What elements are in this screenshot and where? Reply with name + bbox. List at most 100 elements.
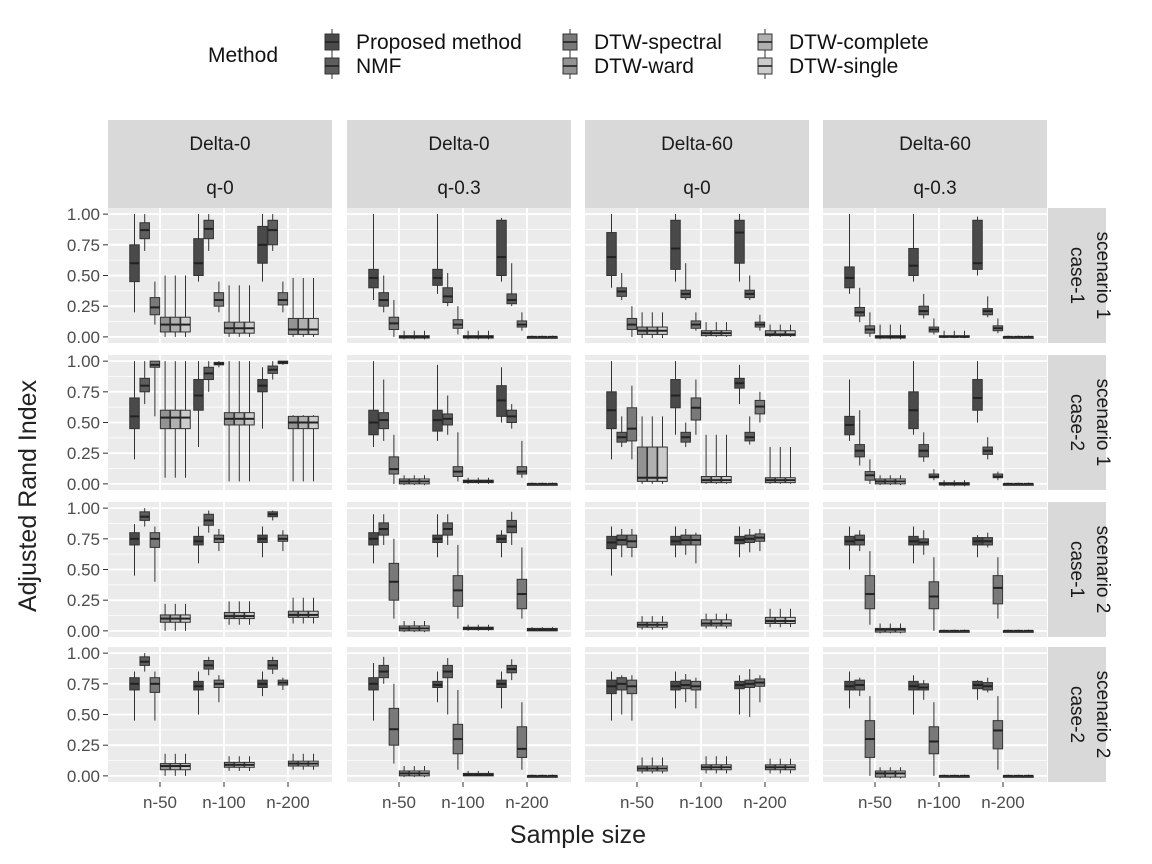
box-plot <box>516 440 528 478</box>
box-plot <box>537 482 548 486</box>
box-body <box>193 238 204 277</box>
panel <box>347 502 571 637</box>
box-plot <box>1002 335 1014 339</box>
y-tick-label: 1.00 <box>67 352 100 371</box>
box-plot <box>409 766 420 778</box>
strip-label: scenario 2 <box>1092 526 1113 614</box>
column-strip: Delta-0 q-0.3 <box>347 120 571 208</box>
box-plot <box>1023 335 1034 339</box>
box-plot <box>938 629 950 633</box>
y-tick-label: 1.00 <box>67 644 100 663</box>
box-plot <box>949 774 960 778</box>
panel <box>585 502 809 637</box>
y-tick-label: 0.75 <box>67 383 100 402</box>
y-tick-label: 0.00 <box>67 475 100 494</box>
box-plot <box>234 285 245 337</box>
box-plot <box>616 416 627 448</box>
legend-entry: DTW-complete <box>757 29 929 55</box>
box-plot <box>734 364 745 405</box>
box-plot <box>895 767 906 779</box>
box-plot <box>139 214 150 251</box>
box-plot <box>754 314 766 331</box>
box-plot <box>647 616 658 630</box>
box-plot <box>442 273 453 307</box>
legend-entry: DTW-ward <box>562 53 694 79</box>
box-plot <box>388 538 400 619</box>
box-plot <box>244 601 255 625</box>
box-plot <box>982 437 993 460</box>
box-plot <box>918 293 929 319</box>
column-strip: Delta-0 q-0 <box>108 120 332 208</box>
box-plot <box>547 627 558 632</box>
x-tick-label: n-100 <box>202 793 245 812</box>
box-plot <box>721 322 732 337</box>
box-plot <box>526 627 538 632</box>
y-tick-label: 0.50 <box>67 267 100 286</box>
box-body <box>908 248 919 276</box>
x-tick-label: n-100 <box>679 793 722 812</box>
box-body <box>129 397 140 430</box>
box-plot <box>234 601 245 625</box>
box-plot <box>775 324 786 337</box>
box-body <box>149 532 161 548</box>
strip-background <box>585 120 809 208</box>
box-plot <box>992 696 1004 770</box>
box-plot <box>483 330 494 340</box>
panel <box>585 355 809 490</box>
box-plot <box>700 756 712 774</box>
box-body <box>442 287 453 304</box>
box-plot <box>277 360 289 365</box>
box-plot <box>949 330 960 339</box>
box-plot <box>938 774 950 778</box>
box-plot <box>496 530 507 558</box>
box-plot <box>680 674 691 703</box>
strip-label: Delta-60 <box>899 134 971 155</box>
box-plot <box>473 330 484 340</box>
box-body <box>149 677 161 693</box>
box-plot <box>298 753 309 770</box>
box-plot <box>170 603 181 631</box>
y-tick-label: 0.00 <box>67 328 100 347</box>
y-tick-label: 0.75 <box>67 675 100 694</box>
box-plot <box>257 214 268 282</box>
box-plot <box>462 770 474 777</box>
y-axis-label: Adjusted Rand Index <box>14 379 42 612</box>
box-plot <box>854 287 865 323</box>
box-plot <box>711 756 722 774</box>
strip-label: Delta-60 <box>661 134 733 155</box>
box-plot <box>734 214 745 282</box>
box-plot <box>864 312 876 337</box>
box-plot <box>547 335 558 339</box>
box-plot <box>308 415 319 482</box>
box-plot <box>378 656 389 684</box>
strip-background <box>1048 208 1106 343</box>
box-plot <box>959 774 970 778</box>
box-body <box>516 466 528 475</box>
box-plot <box>537 627 548 632</box>
box-plot <box>496 671 507 709</box>
box-plot <box>744 669 755 717</box>
box-body <box>267 219 278 246</box>
x-tick-label: n-200 <box>981 793 1024 812</box>
box-plot <box>775 608 786 628</box>
box-plot <box>277 677 289 690</box>
box-plot <box>129 524 140 576</box>
box-plot <box>298 277 309 337</box>
panel <box>823 208 1047 343</box>
box-body <box>636 446 648 482</box>
box-plot <box>526 774 538 778</box>
box-plot <box>388 683 400 764</box>
box-plot <box>257 526 268 558</box>
box-plot <box>700 434 712 484</box>
strip-label: Delta-0 <box>428 134 489 155</box>
legend-entry: NMF <box>324 53 402 79</box>
box-plot <box>267 361 278 380</box>
strip-label: Delta-0 <box>189 134 250 155</box>
box-plot <box>874 767 886 779</box>
box-plot <box>298 415 309 482</box>
box-plot <box>606 671 617 721</box>
strip-label: scenario 1 <box>1092 232 1113 320</box>
